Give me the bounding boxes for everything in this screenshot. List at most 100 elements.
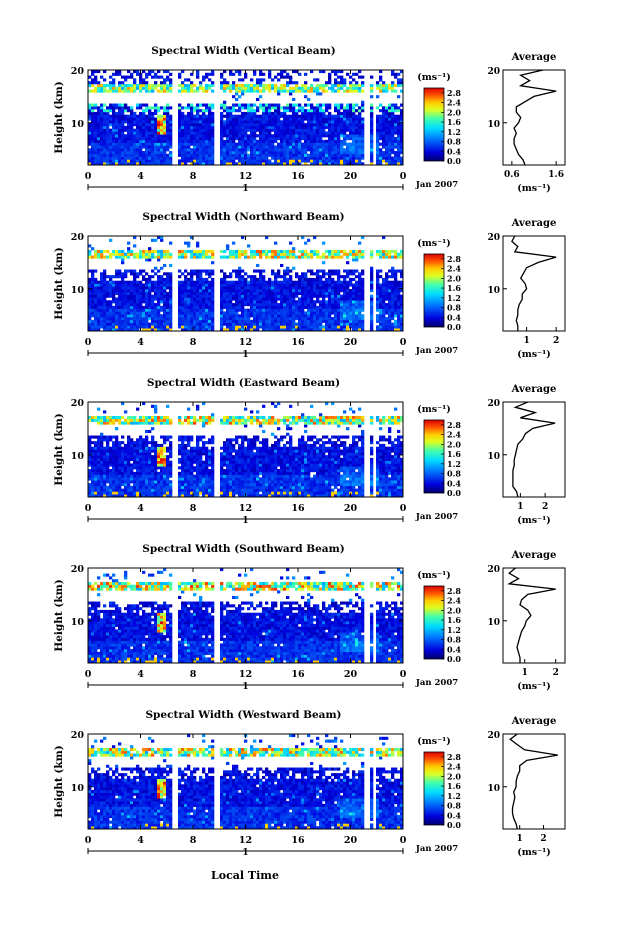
heatmap-cell bbox=[226, 289, 230, 293]
heatmap-cell bbox=[97, 123, 101, 127]
heatmap-cell bbox=[97, 463, 101, 467]
heatmap-cell bbox=[310, 120, 314, 124]
heatmap-cell bbox=[115, 145, 119, 149]
heatmap-cell bbox=[118, 145, 122, 149]
heatmap-cell bbox=[319, 92, 323, 96]
heatmap-cell bbox=[241, 123, 245, 127]
heatmap-cell bbox=[181, 151, 185, 155]
heatmap-cell bbox=[193, 134, 197, 138]
heatmap-cell bbox=[223, 114, 227, 118]
heatmap-cell bbox=[319, 148, 323, 152]
heatmap-cell bbox=[136, 106, 140, 110]
heatmap-cell bbox=[361, 277, 365, 281]
heatmap-cell bbox=[94, 162, 98, 166]
heatmap-cell bbox=[124, 322, 128, 326]
heatmap-cell bbox=[382, 123, 386, 127]
heatmap-cell bbox=[88, 494, 92, 498]
heatmap-cell bbox=[295, 70, 299, 74]
heatmap-cell bbox=[205, 148, 209, 152]
heatmap-cell bbox=[241, 89, 245, 93]
heatmap-cell bbox=[316, 111, 320, 115]
heatmap-cell bbox=[247, 117, 251, 121]
heatmap-cell bbox=[148, 72, 152, 76]
heatmap-cell bbox=[385, 162, 389, 166]
heatmap-cell bbox=[229, 314, 233, 318]
heatmap-cell bbox=[109, 139, 113, 143]
heatmap-cell bbox=[259, 291, 263, 295]
heatmap-cell bbox=[235, 283, 239, 287]
heatmap-cell bbox=[190, 269, 194, 273]
heatmap-cell bbox=[103, 111, 107, 115]
heatmap-cell bbox=[304, 145, 308, 149]
heatmap-cell bbox=[277, 89, 281, 93]
heatmap-cell bbox=[361, 142, 365, 146]
heatmap-cell bbox=[103, 151, 107, 155]
heatmap-cell bbox=[298, 145, 302, 149]
heatmap-cell bbox=[259, 123, 263, 127]
heatmap-cell bbox=[271, 156, 275, 160]
heatmap-cell bbox=[283, 139, 287, 143]
heatmap-cell bbox=[358, 297, 362, 301]
heatmap-cell bbox=[97, 286, 101, 290]
heatmap-cell bbox=[178, 252, 182, 256]
heatmap-cell bbox=[115, 114, 119, 118]
heatmap-cell bbox=[103, 117, 107, 121]
heatmap-cell bbox=[223, 153, 227, 157]
heatmap-cell bbox=[94, 294, 98, 298]
heatmap-cell bbox=[289, 137, 293, 141]
heatmap-cell bbox=[262, 83, 266, 88]
heatmap-cell bbox=[97, 148, 101, 152]
heatmap-cell bbox=[220, 277, 224, 281]
heatmap-cell bbox=[289, 153, 293, 157]
heatmap-cell bbox=[253, 286, 257, 290]
heatmap-cell bbox=[226, 128, 230, 132]
heatmap-cell bbox=[169, 263, 173, 268]
heatmap-cell bbox=[193, 106, 197, 110]
heatmap-cell bbox=[322, 120, 326, 124]
heatmap-cell bbox=[121, 272, 125, 276]
heatmap-cell bbox=[115, 134, 119, 138]
heatmap-cell bbox=[97, 449, 101, 453]
heatmap-cell bbox=[127, 325, 131, 329]
heatmap-cell bbox=[148, 325, 152, 329]
heatmap-cell bbox=[361, 137, 365, 141]
heatmap-cell bbox=[349, 252, 353, 256]
heatmap-cell bbox=[346, 300, 350, 304]
heatmap-cell bbox=[379, 249, 383, 254]
heatmap-cell bbox=[208, 103, 212, 107]
heatmap-cell bbox=[91, 128, 95, 132]
heatmap-cell bbox=[124, 308, 128, 312]
heatmap-cell bbox=[265, 294, 269, 298]
heatmap-cell bbox=[259, 72, 263, 76]
heatmap-cell bbox=[109, 162, 113, 166]
heatmap-cell bbox=[283, 297, 287, 301]
heatmap-cell bbox=[193, 162, 197, 166]
heatmap-cell bbox=[112, 300, 116, 304]
heatmap-cell bbox=[235, 297, 239, 301]
heatmap-cell bbox=[385, 159, 389, 163]
heatmap-cell bbox=[274, 111, 278, 115]
heatmap-cell bbox=[202, 117, 206, 121]
y-tick-label: 10 bbox=[71, 285, 85, 296]
heatmap-cell bbox=[121, 317, 125, 321]
heatmap-cell bbox=[304, 125, 308, 129]
heatmap-cell bbox=[328, 300, 332, 304]
heatmap-cell bbox=[349, 123, 353, 127]
heatmap-cell bbox=[256, 303, 260, 307]
heatmap-cell bbox=[241, 294, 245, 298]
heatmap-cell bbox=[385, 311, 389, 315]
heatmap-cell bbox=[220, 286, 224, 290]
heatmap-cell bbox=[118, 70, 122, 74]
heatmap-cell bbox=[280, 131, 284, 135]
heatmap-cell bbox=[196, 303, 200, 307]
heatmap-cell bbox=[193, 328, 197, 332]
heatmap-cell bbox=[391, 137, 395, 141]
heatmap-cell bbox=[100, 137, 104, 141]
heatmap-cell bbox=[97, 291, 101, 295]
heatmap-cell bbox=[304, 272, 308, 276]
heatmap-cell bbox=[118, 252, 122, 256]
heatmap-cell bbox=[331, 311, 335, 315]
heatmap-cell bbox=[184, 78, 188, 82]
colorbar-tick-label: 0.0 bbox=[447, 156, 461, 166]
heatmap-cell bbox=[208, 283, 212, 287]
